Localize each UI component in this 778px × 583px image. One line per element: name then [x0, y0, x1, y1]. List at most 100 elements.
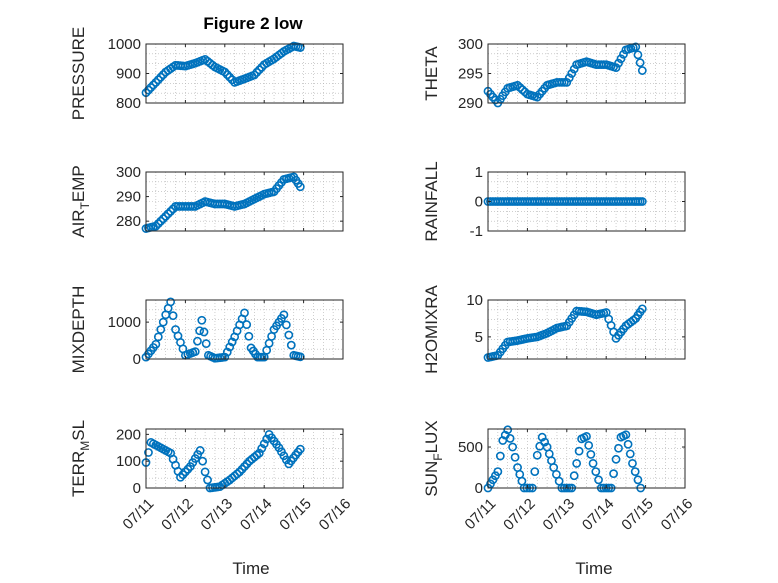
- y-tick-label: 295: [458, 66, 483, 83]
- data-point: [584, 440, 594, 450]
- data-point: [572, 459, 582, 468]
- data-point: [153, 75, 163, 85]
- data-point: [619, 49, 628, 59]
- data-point: [199, 327, 209, 337]
- panel-air_temp: 280 290 300 AIRTEMP: [69, 164, 344, 238]
- data-point: [220, 67, 230, 77]
- x-tick-label: 07/13: [198, 495, 237, 534]
- data-point: [540, 437, 550, 447]
- data-point: [614, 58, 623, 68]
- y-tick-label: 800: [116, 95, 141, 112]
- data-point: [203, 475, 212, 485]
- y-tick-label: 1000: [108, 36, 141, 53]
- data-point: [257, 444, 267, 453]
- x-tick-label: 07/11: [120, 495, 158, 533]
- data-point: [254, 65, 264, 75]
- data-point: [198, 456, 208, 466]
- data-point: [518, 85, 527, 95]
- data-point: [569, 471, 579, 481]
- panel-sun_flux: 0 500 07/11 07/12 07/13 07/14 07/15 07/16 SUNFLU…: [422, 420, 696, 534]
- axes-box: [487, 299, 686, 360]
- data-point: [510, 452, 520, 462]
- plot-area: [146, 44, 343, 103]
- y-axis-label: AIRTEMP: [69, 165, 92, 238]
- data-point: [637, 66, 647, 75]
- data-point: [295, 444, 305, 454]
- y-tick-label: 1: [475, 164, 483, 181]
- data-point: [284, 330, 294, 340]
- data-point: [295, 182, 305, 192]
- data-point: [163, 209, 173, 219]
- y-axis-label: H2OMIXRA: [422, 284, 441, 373]
- data-point: [168, 204, 178, 214]
- data-point: [623, 439, 633, 449]
- y-tick-label: 900: [116, 66, 141, 83]
- y-tick-label: 290: [116, 189, 141, 206]
- data-point: [195, 326, 205, 336]
- data-point: [582, 431, 591, 441]
- x-tick-label: 07/12: [500, 495, 539, 534]
- data-point: [232, 469, 242, 479]
- x-tick-label: 07/16: [316, 495, 355, 534]
- data-point: [625, 449, 635, 459]
- data-point: [635, 58, 645, 68]
- panel-h2omixra: 5 10 H2OMIXRA: [422, 284, 686, 374]
- data-point: [242, 320, 252, 329]
- data-point: [567, 69, 577, 78]
- data-point: [156, 325, 166, 334]
- data-point: [532, 450, 542, 460]
- x-tick-label: 07/15: [276, 495, 315, 534]
- data-point: [281, 320, 291, 330]
- panel-theta: 290 295 300 THETA: [422, 36, 686, 112]
- data-point: [227, 337, 237, 347]
- data-point: [279, 310, 289, 320]
- data-point: [588, 459, 598, 468]
- data-point: [505, 434, 515, 443]
- axes-box: [145, 428, 344, 489]
- y-axis-label: TERRMSL: [69, 420, 92, 497]
- data-point: [614, 443, 623, 453]
- data-point: [628, 459, 637, 468]
- data-point: [630, 467, 640, 477]
- y-tick-label: 5: [475, 329, 483, 346]
- data-point: [637, 197, 647, 206]
- data-point: [562, 77, 572, 87]
- data-point: [609, 469, 618, 479]
- y-tick-label: 0: [475, 480, 483, 497]
- data-point: [495, 451, 505, 461]
- data-point: [515, 83, 525, 92]
- y-tick-label: 280: [116, 213, 141, 230]
- x-axis-label-left: Time: [232, 559, 269, 578]
- x-tick-label: 07/14: [579, 495, 618, 534]
- data-point: [503, 425, 513, 435]
- data-point: [197, 315, 207, 325]
- y-tick-label: 0: [475, 194, 483, 211]
- data-point: [225, 72, 235, 82]
- data-point: [200, 467, 210, 477]
- data-point: [252, 450, 262, 460]
- y-tick-label: 0: [133, 351, 141, 368]
- panel-rainfall: -1 0 1 RAINFALL: [422, 161, 686, 242]
- y-tick-label: 10: [466, 292, 483, 309]
- y-axis-label: RAINFALL: [422, 161, 441, 241]
- data-point: [195, 446, 205, 455]
- data-point: [633, 50, 643, 60]
- x-tick-label: 07/11: [462, 495, 500, 533]
- data-point: [252, 67, 262, 77]
- data-point: [240, 308, 249, 318]
- panel-terr_msl: 0 100 200 07/11 07/12 07/13 07/14 07/15 07/16 TER…: [69, 420, 354, 534]
- data-point: [193, 336, 202, 346]
- data-point: [564, 73, 574, 83]
- plot-area: [488, 44, 685, 103]
- axes-box: [145, 299, 344, 360]
- data-point: [190, 347, 200, 357]
- data-point: [166, 297, 176, 307]
- data-point: [591, 467, 601, 477]
- panel-mixdepth: 0 1000 MIXDEPTH: [69, 286, 344, 373]
- y-axis-label: THETA: [422, 46, 441, 101]
- data-point: [249, 70, 259, 80]
- x-tick-label: 07/12: [158, 495, 197, 534]
- y-tick-label: -1: [470, 223, 483, 240]
- data-point: [144, 85, 153, 95]
- y-tick-label: 500: [458, 439, 483, 456]
